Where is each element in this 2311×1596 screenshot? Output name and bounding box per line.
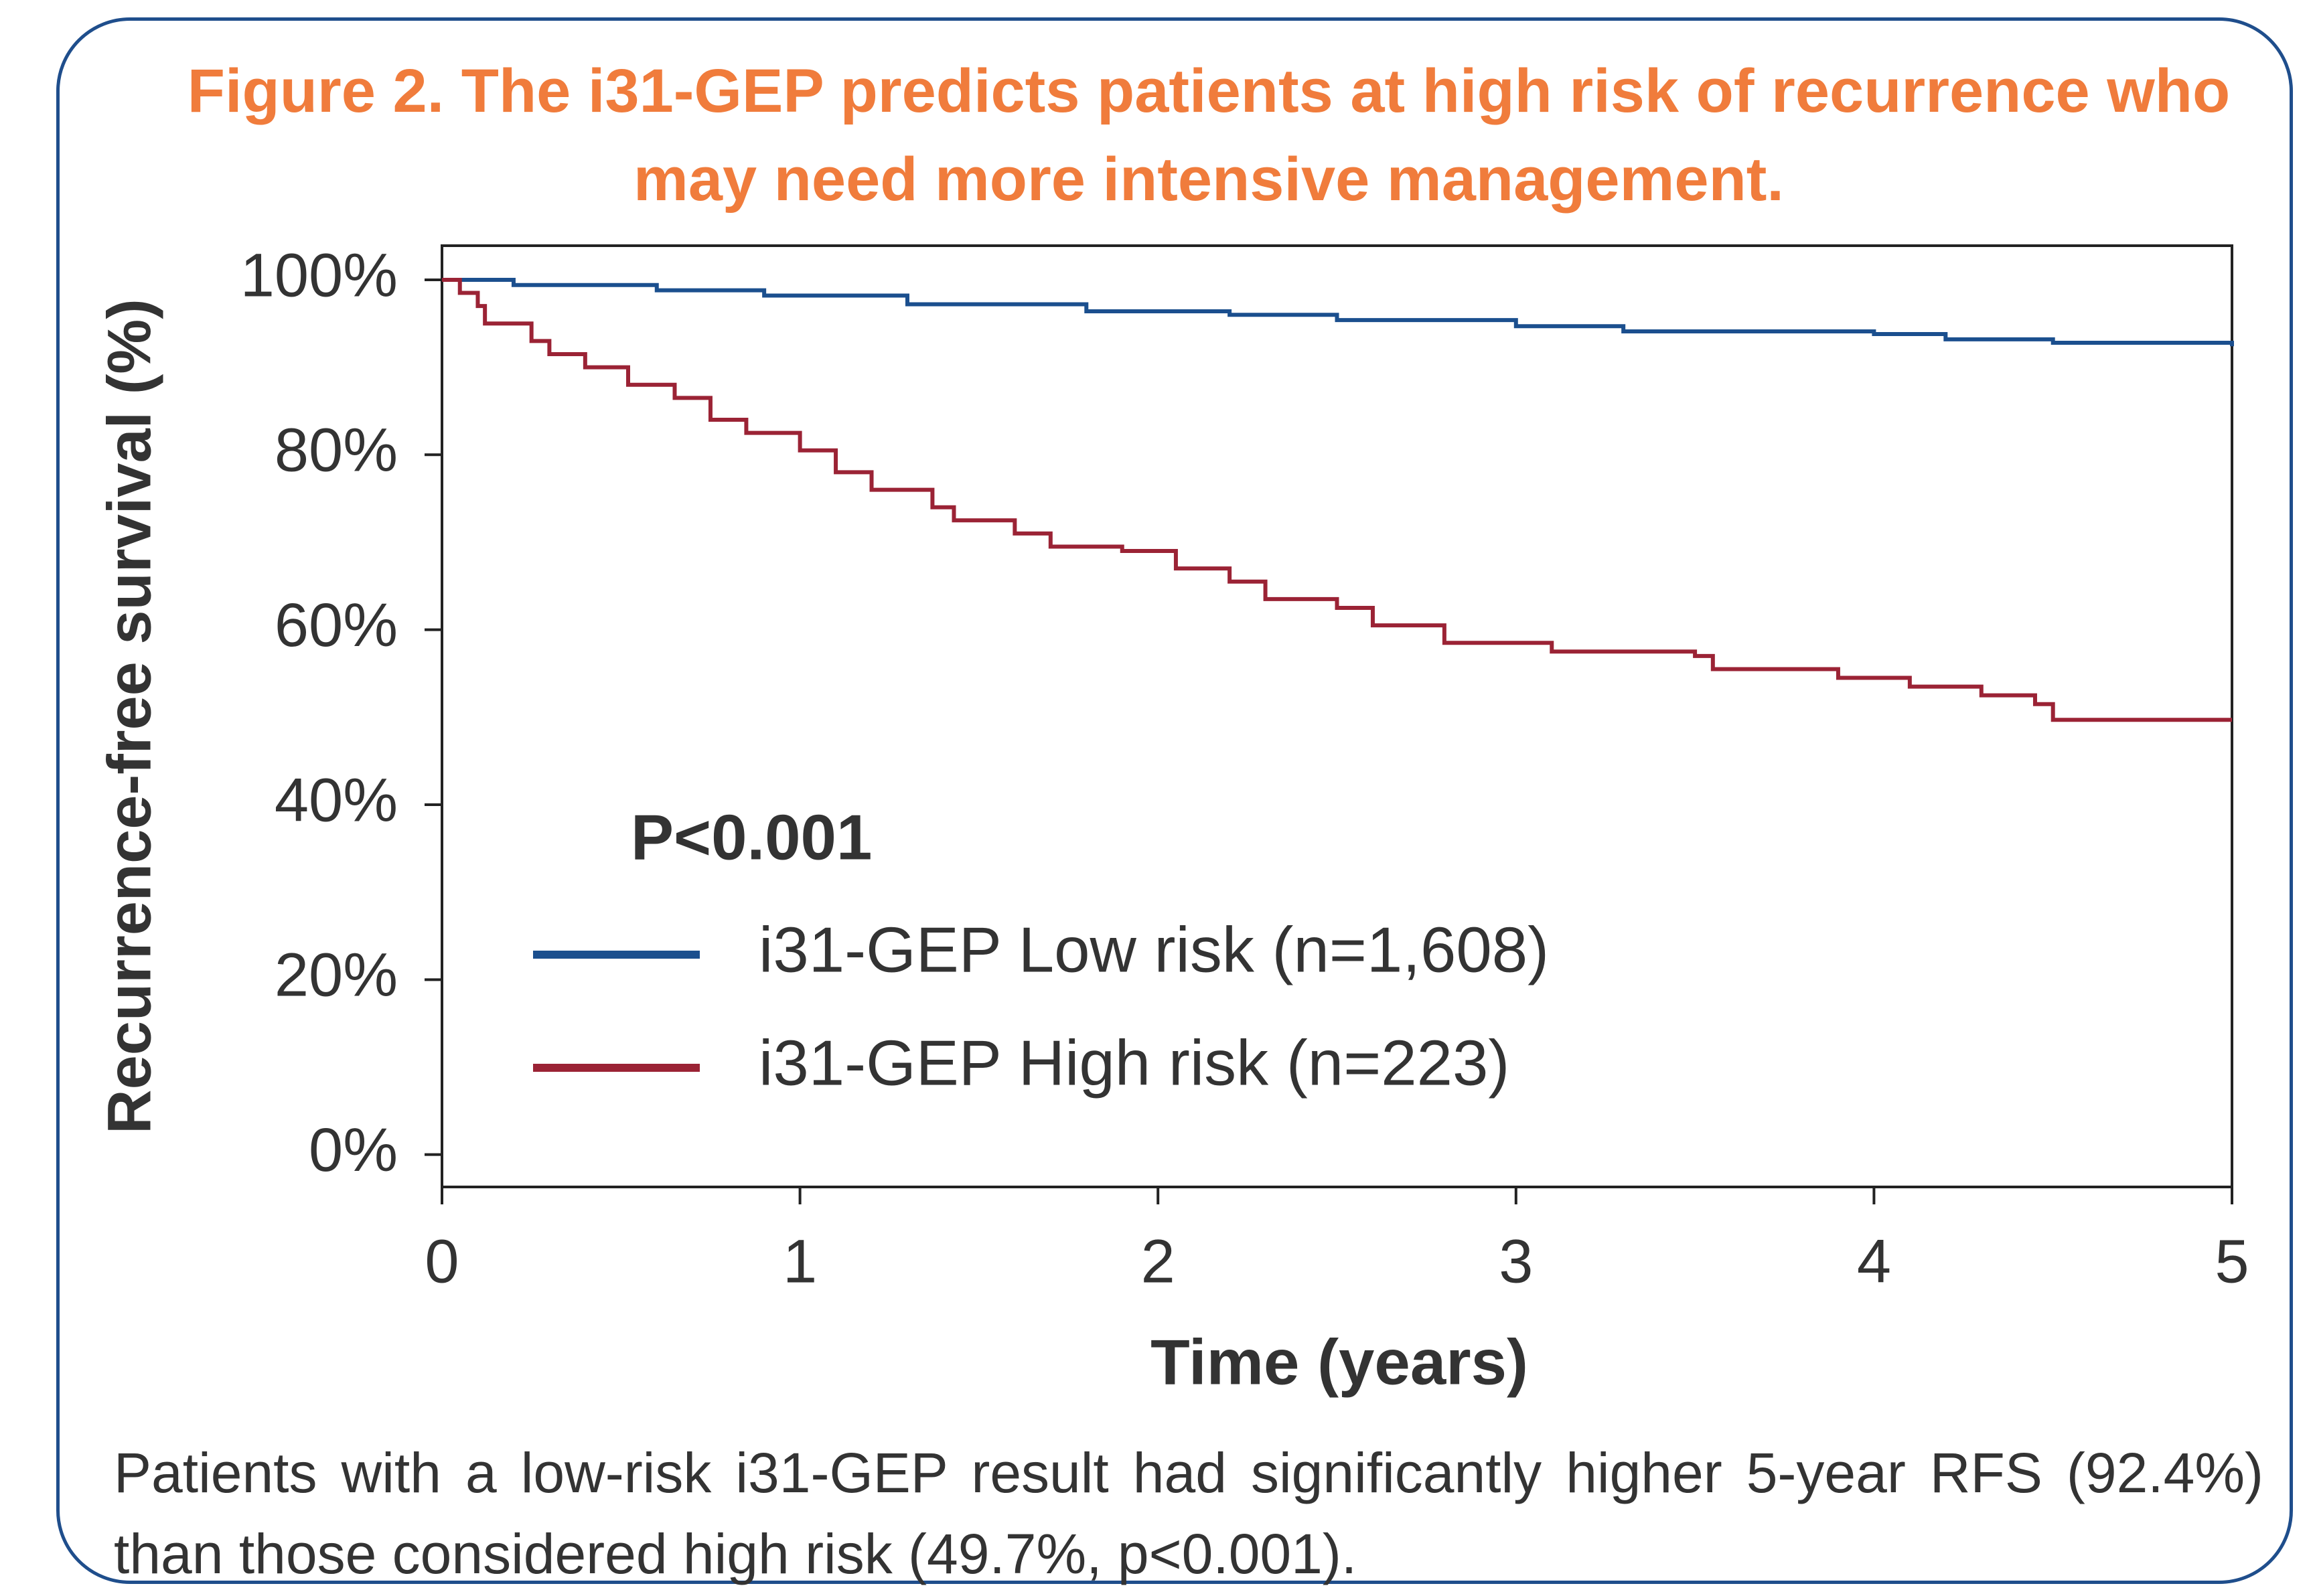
plot-frame [441, 244, 2233, 1188]
chart-title: Figure 2. The i31-GEP predicts patients … [187, 57, 2231, 214]
legend-label: i31-GEP Low risk (n=1,608) [759, 914, 1549, 985]
y-tick-label: 20% [275, 941, 398, 1010]
y-tick-label: 80% [275, 416, 398, 485]
x-tick-label: 3 [1499, 1227, 1533, 1295]
x-tick-label: 4 [1857, 1227, 1891, 1295]
x-tick-label: 5 [2215, 1227, 2249, 1295]
y-tick-label: 40% [275, 766, 398, 834]
legend-label: i31-GEP High risk (n=223) [759, 1027, 1509, 1099]
y-tick-label: 0% [309, 1116, 398, 1184]
frame [56, 17, 2293, 1584]
y-tick-label: 100% [240, 241, 398, 309]
y-axis-label: Recurrence-free survival (%) [95, 299, 163, 1134]
x-tick-label: 0 [425, 1227, 459, 1295]
caption: Patients with a low-risk i31-GEP result … [114, 1441, 2263, 1585]
survival-curve [442, 277, 2232, 722]
annotation: P<0.001 [631, 801, 872, 873]
x-tick-label: 2 [1141, 1227, 1175, 1295]
survival-curve [442, 277, 2234, 347]
x-tick-label: 1 [783, 1227, 817, 1295]
y-tick-label: 60% [275, 591, 398, 659]
x-axis-label: Time (years) [1150, 1326, 1528, 1398]
